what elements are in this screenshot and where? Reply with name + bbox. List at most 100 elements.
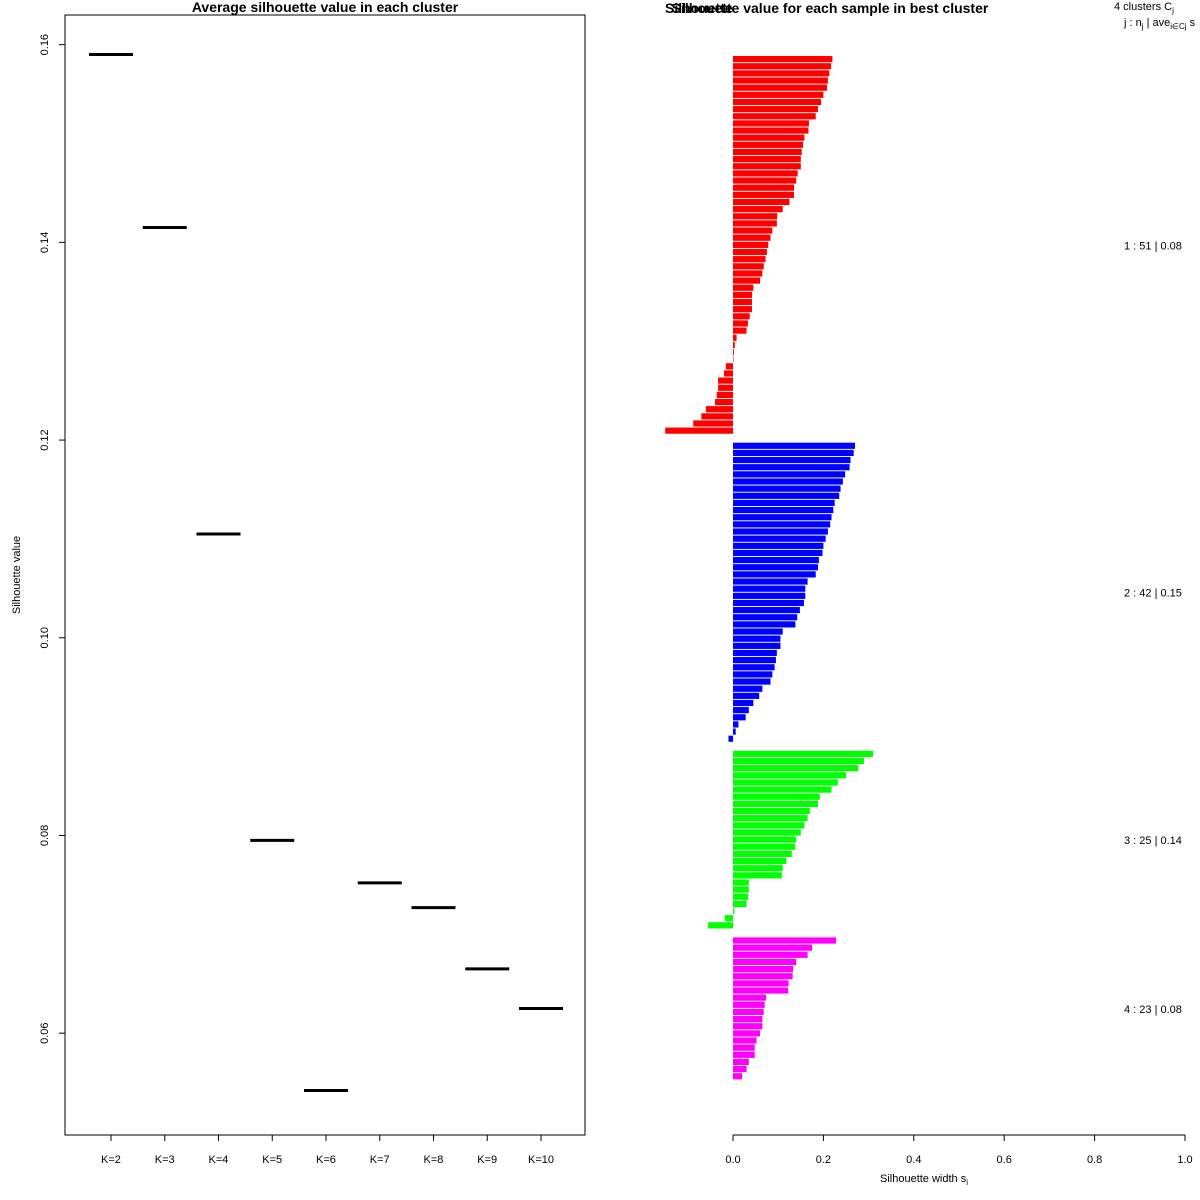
silhouette-bar	[723, 370, 733, 377]
legend-header-line2: j : nj | avei∈Cj s	[1123, 17, 1196, 31]
right-chart-title: Silhouette value for each sample in best…	[672, 0, 989, 16]
silhouette-bar	[733, 815, 808, 822]
silhouette-bars	[665, 56, 874, 1080]
left-plot-box	[64, 14, 586, 1136]
silhouette-bar	[733, 298, 752, 306]
silhouette-bar	[733, 980, 789, 987]
silhouette-bar	[733, 1037, 757, 1044]
silhouette-bar	[728, 735, 733, 742]
silhouette-bar	[733, 564, 818, 571]
silhouette-bar	[733, 994, 766, 1001]
silhouette-bar	[733, 699, 754, 707]
silhouette-bar	[733, 585, 806, 592]
silhouette-bar	[733, 685, 763, 692]
silhouette-bar	[733, 449, 854, 457]
cluster-label: 4 : 23 | 0.08	[1124, 1004, 1182, 1016]
silhouette-bar	[733, 937, 837, 944]
silhouette-bar	[733, 248, 767, 256]
left-chart-title: Average silhouette value in each cluster	[192, 0, 459, 15]
left-x-tick-label: K=8	[424, 1154, 444, 1166]
silhouette-bar	[733, 270, 763, 277]
silhouette-bar	[733, 191, 795, 198]
silhouette-bar	[733, 973, 793, 980]
silhouette-bar	[733, 750, 874, 757]
silhouette-bar	[733, 334, 737, 341]
silhouette-bar	[733, 141, 804, 148]
silhouette-bar	[733, 1030, 761, 1037]
silhouette-bar	[733, 965, 794, 973]
silhouette-bar	[733, 649, 777, 657]
right-x-tick-label: 0.4	[906, 1154, 921, 1166]
silhouette-bar	[733, 893, 748, 900]
left-x-tick-label: K=2	[101, 1154, 121, 1166]
left-y-tick-label: 0.08	[39, 825, 51, 846]
silhouette-bar	[733, 951, 808, 958]
silhouette-bar	[733, 227, 773, 234]
silhouette-bar	[733, 714, 746, 721]
legend-header-line2-mid: | ave	[1144, 17, 1171, 29]
silhouette-bar	[733, 599, 804, 607]
silhouette-bar	[733, 1066, 747, 1073]
silhouette-bar	[733, 521, 831, 528]
silhouette-bar	[724, 915, 733, 922]
silhouette-bar	[725, 363, 733, 370]
silhouette-bar	[733, 127, 809, 134]
silhouette-bar	[733, 485, 841, 492]
silhouette-bar	[733, 313, 750, 320]
silhouette-bar	[733, 213, 778, 220]
silhouette-bar	[733, 256, 766, 263]
silhouette-bar	[733, 721, 739, 728]
silhouette-bar	[733, 163, 801, 170]
silhouette-bar	[665, 427, 733, 434]
right-x-tick-label: 0.2	[816, 1154, 831, 1166]
silhouette-bar	[733, 291, 752, 298]
silhouette-bar	[733, 170, 798, 177]
silhouette-bar	[733, 220, 777, 227]
silhouette-bar	[733, 728, 736, 735]
silhouette-bar	[733, 822, 805, 829]
silhouette-bar	[733, 865, 783, 872]
silhouette-bar	[733, 592, 806, 599]
silhouette-bar	[733, 907, 735, 915]
silhouette-bar	[733, 63, 832, 70]
silhouette-bar	[733, 198, 790, 206]
silhouette-bar	[733, 857, 787, 865]
right-panel: Silhouette value for each sample in best…	[665, 0, 1196, 1187]
silhouette-bar	[733, 148, 802, 156]
silhouette-bar	[733, 206, 783, 213]
silhouette-bar	[733, 241, 769, 248]
silhouette-bar	[733, 557, 819, 564]
right-x-axis-label: Silhouette width si	[880, 1173, 968, 1187]
silhouette-bar	[733, 134, 805, 141]
silhouette-bar	[733, 614, 798, 621]
silhouette-bar	[733, 850, 792, 858]
silhouette-bar	[733, 77, 828, 84]
legend-header-line2-sub2: i∈Cj	[1170, 22, 1187, 31]
silhouette-bar	[733, 879, 749, 886]
silhouette-bar	[733, 872, 782, 879]
silhouette-bar	[733, 177, 797, 184]
cluster-labels: 1 : 51 | 0.08 2 : 42 | 0.15 3 : 25 | 0.14 4…	[1124, 240, 1182, 1016]
silhouette-bar	[701, 413, 733, 420]
silhouette-bar	[733, 91, 824, 98]
right-x-tick-label: 0.0	[725, 1154, 740, 1166]
silhouette-bar	[733, 944, 813, 951]
silhouette-bar	[733, 900, 747, 908]
left-segments	[89, 53, 563, 1093]
right-x-tick-label: 0.6	[997, 1154, 1012, 1166]
silhouette-bar	[733, 234, 771, 241]
silhouette-bar	[733, 506, 834, 514]
silhouette-bar	[733, 120, 809, 127]
left-x-tick-label: K=5	[262, 1154, 282, 1166]
silhouette-bar	[733, 514, 832, 521]
legend-header-line1: 4 clusters Cj	[1114, 1, 1174, 15]
silhouette-bar	[733, 277, 761, 284]
silhouette-bar	[733, 478, 843, 485]
silhouette-bar	[733, 320, 748, 327]
left-y-tick-label: 0.10	[39, 627, 51, 648]
silhouette-bar	[733, 657, 776, 664]
silhouette-bar	[733, 707, 749, 714]
right-x-axis-label-sub: i	[966, 1178, 968, 1187]
silhouette-bar	[733, 958, 797, 966]
silhouette-bar	[733, 772, 846, 779]
